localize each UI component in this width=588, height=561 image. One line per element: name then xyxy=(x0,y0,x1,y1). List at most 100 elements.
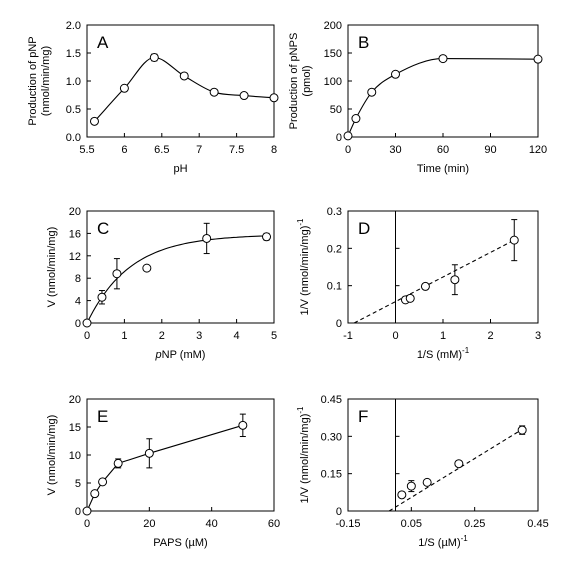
data-point xyxy=(97,292,107,302)
x-tick-label: 4 xyxy=(234,330,240,342)
data-point xyxy=(239,91,249,101)
data-point xyxy=(238,420,248,430)
plot-frame xyxy=(86,210,275,324)
series-line xyxy=(347,58,539,137)
y-tick-label: 0.2 xyxy=(327,243,342,255)
data-point xyxy=(269,93,279,103)
plot-frame xyxy=(347,398,539,512)
y-tick-label: 2.0 xyxy=(66,20,81,32)
x-tick-label: 90 xyxy=(484,144,496,156)
x-tick-label: 60 xyxy=(437,144,449,156)
data-point xyxy=(450,275,460,285)
x-axis-label: pNP (mM) xyxy=(155,349,206,361)
series-line xyxy=(86,424,243,512)
y-tick-label: 0 xyxy=(336,318,342,330)
y-tick-label: 0.5 xyxy=(66,104,81,116)
x-tick-label: 60 xyxy=(268,518,280,530)
data-point xyxy=(397,490,407,500)
x-axis-label-text: 1/S (µM) xyxy=(418,537,460,549)
panel-e: 0 20 40 60 0 5 10 15 20 E PAPS (µM) V (nmol/min/mg) xyxy=(46,394,280,549)
x-axis-label-superscript: -1 xyxy=(461,534,469,543)
y-tick-label: 200 xyxy=(324,20,342,32)
y-tick-label: 15 xyxy=(69,422,81,434)
y-tick-label: 0.3 xyxy=(327,206,342,218)
y-axis-label-text: 1/V (nmol/min/mg) xyxy=(299,226,311,316)
data-point xyxy=(343,131,353,141)
x-tick-label: -1 xyxy=(343,330,353,342)
x-axis-label: Time (min) xyxy=(417,163,469,175)
x-tick-label: 6.5 xyxy=(154,144,169,156)
y-axis-label-line2: (pmol) xyxy=(301,65,313,96)
data-point xyxy=(509,235,519,245)
x-axis-label-text: pH xyxy=(173,163,187,175)
y-tick-label: 0 xyxy=(336,132,342,144)
data-point xyxy=(149,52,159,62)
x-axis-label-text: PAPS (µM) xyxy=(153,537,207,549)
y-tick-label: 0.0 xyxy=(66,132,81,144)
x-tick-label: 0.45 xyxy=(527,518,548,530)
plot-frame xyxy=(86,398,275,512)
x-axis-label-italic: p xyxy=(155,349,162,361)
plot-frame xyxy=(347,210,539,324)
y-tick-label: 4 xyxy=(75,296,81,308)
data-point xyxy=(405,293,415,303)
x-axis-label: PAPS (µM) xyxy=(153,537,207,549)
panel-letter: B xyxy=(358,33,369,52)
y-tick-label: 0.1 xyxy=(327,281,342,293)
y-tick-label: 1.0 xyxy=(66,76,81,88)
x-tick-label: 40 xyxy=(206,518,218,530)
x-tick-label: 30 xyxy=(389,144,401,156)
y-axis-label-line1: Production of pNP xyxy=(27,36,39,125)
x-axis-label-text: Time (min) xyxy=(417,163,469,175)
x-tick-label: 0 xyxy=(392,330,398,342)
y-tick-label: 50 xyxy=(330,104,342,116)
y-axis-label: 1/V (nmol/min/mg)-1 xyxy=(296,406,311,504)
y-tick-label: 8 xyxy=(75,273,81,285)
x-tick-label: 7.5 xyxy=(229,144,244,156)
x-tick-label: 0 xyxy=(345,144,351,156)
fit-curve xyxy=(86,235,267,324)
x-axis-label-text: 1/S (mM) xyxy=(417,349,462,361)
panel-letter: F xyxy=(358,407,368,426)
data-point xyxy=(438,54,448,64)
data-point xyxy=(422,477,432,487)
x-tick-label: 1 xyxy=(121,330,127,342)
data-point xyxy=(202,233,212,243)
y-tick-label: 20 xyxy=(69,394,81,406)
panel-letter: D xyxy=(358,219,370,238)
x-axis-label-superscript: -1 xyxy=(462,346,470,355)
fit-line-dashed xyxy=(353,239,515,324)
y-axis-label-line2: (nmol/min/mg) xyxy=(40,46,52,116)
data-point xyxy=(179,71,189,81)
x-tick-label: 0.05 xyxy=(401,518,422,530)
data-point xyxy=(89,116,99,126)
y-tick-label: 1.5 xyxy=(66,48,81,60)
data-point xyxy=(142,263,152,273)
x-tick-label: 5.5 xyxy=(79,144,94,156)
x-tick-label: 2 xyxy=(159,330,165,342)
panel-d: -1 0 1 2 300.10.20.3D1/S (mM)-11/V (nmol/min… xyxy=(296,206,541,361)
fit-line-dashed xyxy=(388,428,523,512)
x-axis-label: pH xyxy=(173,163,187,175)
x-tick-label: 5 xyxy=(271,330,277,342)
x-axis-label-text: NP (mM) xyxy=(162,349,206,361)
data-point xyxy=(98,477,108,487)
y-tick-label: 16 xyxy=(69,228,81,240)
y-tick-label: 0 xyxy=(75,318,81,330)
data-point xyxy=(420,281,430,291)
data-point xyxy=(82,506,92,516)
y-tick-label: 10 xyxy=(69,450,81,462)
plot-frame xyxy=(86,24,275,138)
x-tick-label: 0.25 xyxy=(464,518,485,530)
plot-frame xyxy=(347,24,539,138)
data-point xyxy=(82,318,92,328)
y-tick-label: 0 xyxy=(336,506,342,518)
y-axis-label-superscript: -1 xyxy=(296,406,305,414)
y-axis-label-superscript: -1 xyxy=(296,218,305,226)
y-tick-label: 20 xyxy=(69,206,81,218)
y-axis-label: 1/V (nmol/min/mg)-1 xyxy=(296,218,311,316)
data-point xyxy=(367,87,377,97)
